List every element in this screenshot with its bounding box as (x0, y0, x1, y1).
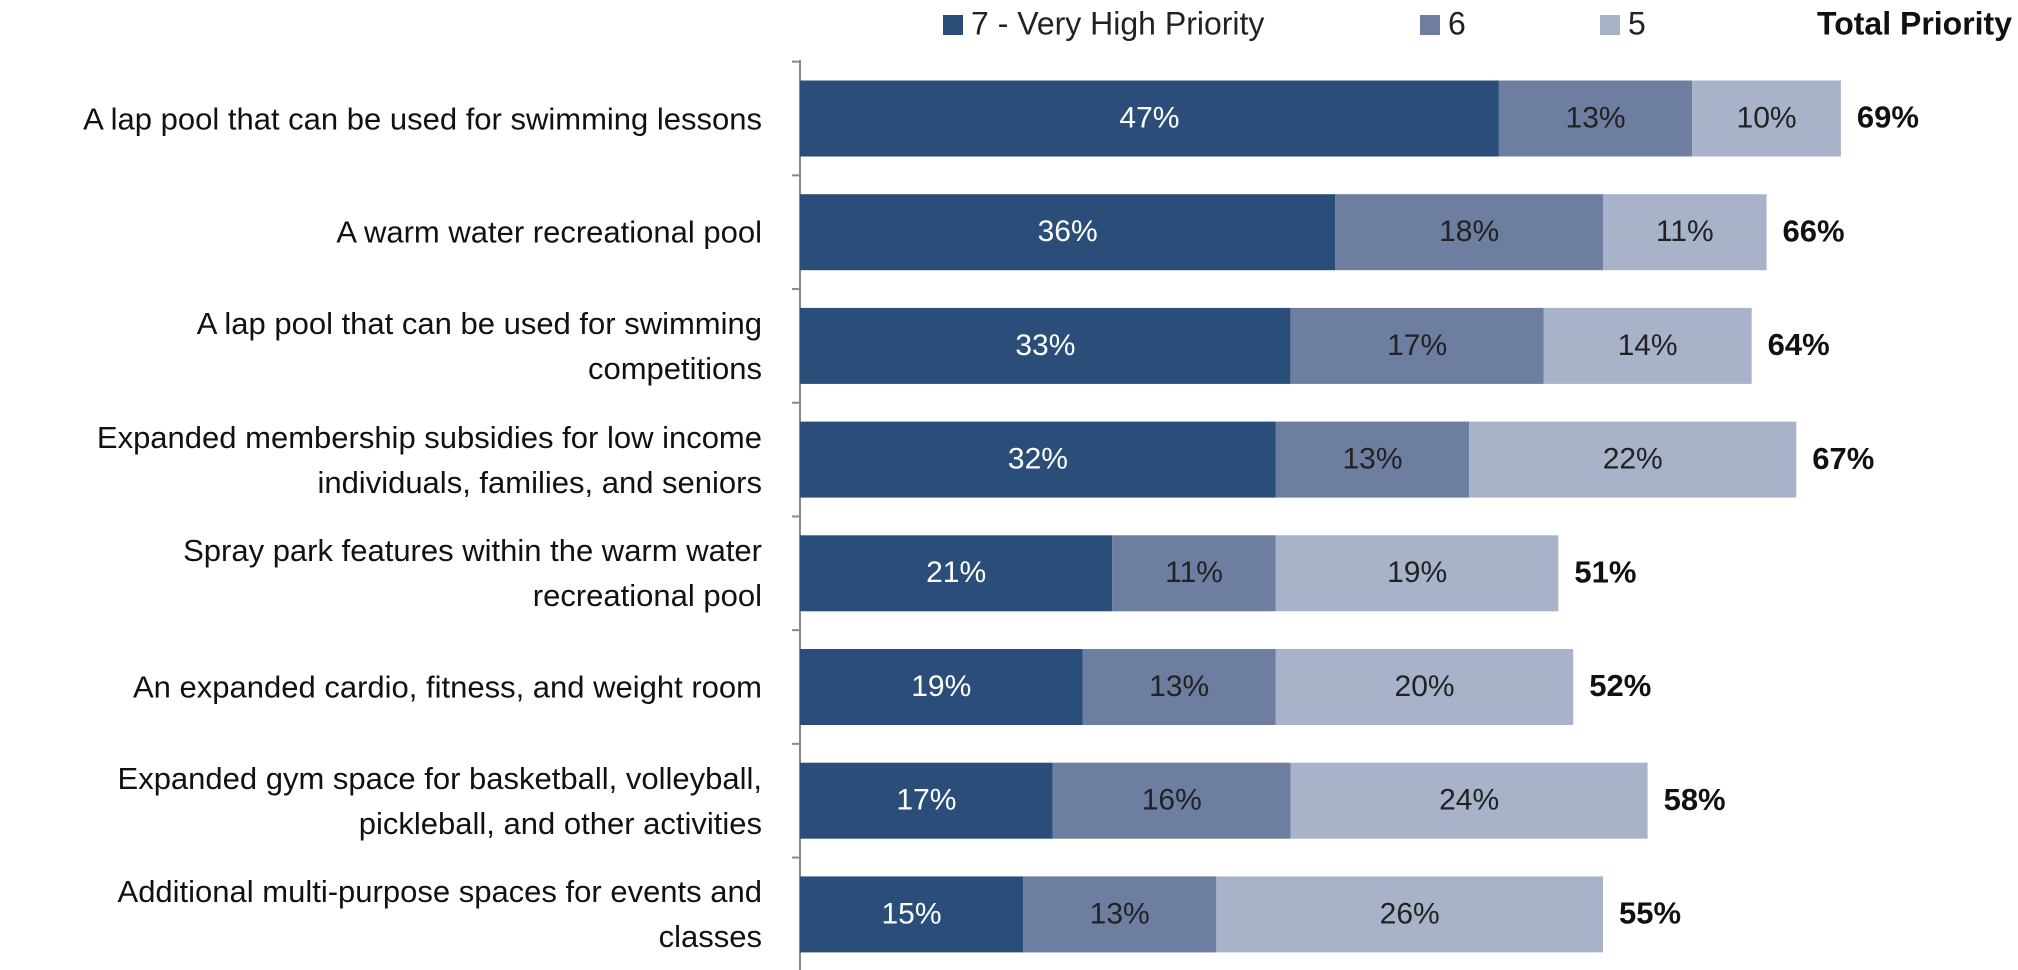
value-label: 11% (1165, 556, 1223, 589)
value-label: 47% (1119, 101, 1179, 134)
value-label: 13% (1090, 897, 1150, 930)
bar-segment (800, 421, 1276, 498)
total-header: Total Priority (1817, 5, 2012, 41)
bar-segment (1275, 421, 1470, 498)
value-label: 22% (1603, 443, 1663, 476)
value-label: 15% (882, 897, 942, 930)
value-label: 13% (1342, 443, 1402, 476)
bar-segment (1498, 80, 1693, 157)
bar-segment (1023, 876, 1217, 953)
bar-segment (800, 762, 1053, 839)
value-label: 13% (1149, 670, 1209, 703)
bar-segment (1469, 421, 1797, 498)
category-label: Expanded membership subsidies for low in… (96, 419, 762, 500)
bar-segment (1052, 762, 1291, 839)
legend-label: 7 - Very High Priority (971, 5, 1264, 41)
bar-segment (1082, 649, 1276, 725)
bar-segment (1216, 876, 1603, 953)
category-label: Additional multi-purpose spaces for even… (117, 874, 762, 955)
total-label: 66% (1783, 213, 1845, 248)
bar-segment (1602, 194, 1767, 271)
total-label: 69% (1857, 100, 1919, 135)
value-label: 36% (1038, 215, 1098, 248)
value-label: 10% (1737, 101, 1797, 134)
category-label: A lap pool that can be used for swimming… (83, 101, 762, 136)
total-label: 55% (1619, 896, 1681, 931)
bar-segment (1543, 307, 1752, 384)
bar-segment (1275, 649, 1574, 725)
category-label: Spray park features within the warm wate… (183, 533, 762, 614)
total-label: 52% (1589, 668, 1651, 703)
bar-segment (800, 535, 1113, 612)
value-label: 19% (1387, 556, 1447, 589)
category-label: Expanded gym space for basketball, volle… (117, 760, 762, 841)
legend-swatch (943, 15, 963, 35)
total-label: 67% (1812, 441, 1874, 476)
value-label: 11% (1656, 215, 1714, 248)
legend-swatch (1600, 15, 1620, 35)
bar-segment (800, 194, 1336, 271)
category-label: A lap pool that can be used for swimming… (196, 305, 762, 386)
value-label: 24% (1439, 784, 1499, 817)
bar-segment (1290, 762, 1648, 839)
total-label: 58% (1664, 782, 1726, 817)
value-label: 21% (926, 556, 986, 589)
value-label: 18% (1439, 215, 1499, 248)
bar-segment (1275, 535, 1559, 612)
bar-segment (1290, 307, 1544, 384)
value-label: 16% (1142, 784, 1202, 817)
value-label: 33% (1015, 329, 1075, 362)
value-label: 14% (1618, 329, 1678, 362)
value-label: 20% (1395, 670, 1455, 703)
legend-label: 5 (1628, 5, 1646, 41)
legend-label: 6 (1448, 5, 1466, 41)
value-label: 17% (896, 784, 956, 817)
category-label: A warm water recreational pool (336, 214, 762, 250)
value-label: 19% (911, 670, 971, 703)
total-label: 64% (1768, 327, 1830, 362)
bar-segment (1112, 535, 1276, 612)
bar-segment (1335, 194, 1603, 271)
value-label: 32% (1008, 443, 1068, 476)
bar-segment (800, 307, 1291, 384)
value-label: 17% (1387, 329, 1447, 362)
bar-segment (800, 649, 1083, 725)
bar-segment (800, 876, 1024, 953)
value-label: 26% (1380, 897, 1440, 930)
bar-segment (1692, 80, 1841, 157)
value-label: 13% (1566, 101, 1626, 134)
legend-swatch (1420, 15, 1440, 35)
category-label: An expanded cardio, fitness, and weight … (133, 669, 762, 705)
bar-segment (800, 80, 1499, 157)
total-label: 51% (1574, 554, 1636, 589)
